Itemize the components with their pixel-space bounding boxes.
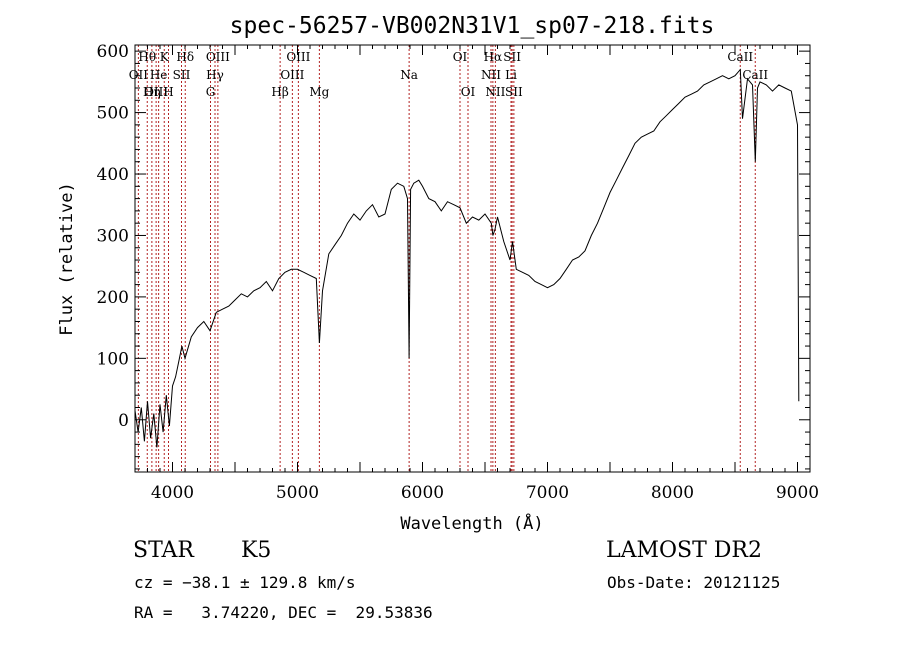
object-subclass: K5 xyxy=(241,538,272,563)
observation-date: Obs-Date: 20121125 xyxy=(607,573,781,592)
x-tick-label: 9000 xyxy=(776,483,819,503)
y-tick-label: 600 xyxy=(97,42,129,62)
line-marker-label: Na xyxy=(400,68,418,82)
y-axis: 0 100 200 300 400 500 600 xyxy=(97,42,810,470)
line-marker-label: OIII xyxy=(286,50,310,64)
y-tick-label: 300 xyxy=(97,226,129,246)
emission-line-markers xyxy=(137,45,756,472)
y-tick-label: 400 xyxy=(97,165,129,185)
line-marker-label: Hδ xyxy=(176,50,194,64)
x-tick-label: 5000 xyxy=(276,483,319,503)
spectrum-line xyxy=(134,68,800,448)
redshift-cz: cz = −38.1 ± 129.8 km/s xyxy=(134,573,356,592)
line-marker-label: SII xyxy=(503,50,521,64)
line-marker-label: OIII xyxy=(280,68,304,82)
survey-name: LAMOST DR2 xyxy=(606,538,762,563)
y-axis-label: Flux (relative) xyxy=(57,182,77,336)
x-axis-label: Wavelength (Å) xyxy=(400,512,543,534)
line-marker-label: OIII xyxy=(206,50,230,64)
line-marker-label: Mg xyxy=(309,85,329,99)
line-marker-label: G xyxy=(206,85,216,99)
chart-title: spec-56257-VB002N31V1_sp07-218.fits xyxy=(230,13,715,39)
line-marker-label: NII xyxy=(485,85,505,99)
x-tick-label: 7000 xyxy=(526,483,569,503)
line-marker-label: SII xyxy=(505,85,523,99)
line-marker-label: CaII xyxy=(727,50,753,64)
line-marker-label: Hθ xyxy=(138,50,156,64)
y-tick-label: 100 xyxy=(97,349,129,369)
line-marker-label: OI xyxy=(453,50,468,64)
x-tick-label: 4000 xyxy=(151,483,194,503)
x-axis: 4000 5000 6000 7000 8000 9000 xyxy=(134,45,819,503)
line-marker-label: CaII xyxy=(742,68,768,82)
line-marker-label: Hβ xyxy=(271,85,288,99)
y-tick-label: 200 xyxy=(97,288,129,308)
y-tick-label: 500 xyxy=(97,104,129,124)
x-tick-label: 8000 xyxy=(651,483,694,503)
x-tick-label: 6000 xyxy=(401,483,444,503)
line-marker-label: K xyxy=(160,50,170,64)
line-marker-label: Hη xyxy=(143,85,161,99)
line-marker-label: OI xyxy=(461,85,476,99)
coordinates: RA = 3.74220, DEC = 29.53836 xyxy=(134,603,433,622)
object-class: STAR xyxy=(133,538,194,563)
line-marker-label: H xyxy=(163,85,173,99)
line-marker-label: He xyxy=(150,68,168,82)
line-marker-label: SII xyxy=(173,68,191,82)
line-marker-label: OII xyxy=(129,68,149,82)
line-marker-label: Li xyxy=(505,68,517,82)
y-tick-label: 0 xyxy=(118,411,129,431)
line-marker-label: OIII xyxy=(144,85,168,99)
line-marker-label: Hα xyxy=(484,50,503,64)
line-marker-label: NII xyxy=(481,68,501,82)
line-marker-label: Hγ xyxy=(206,68,224,82)
plot-frame xyxy=(134,44,811,473)
